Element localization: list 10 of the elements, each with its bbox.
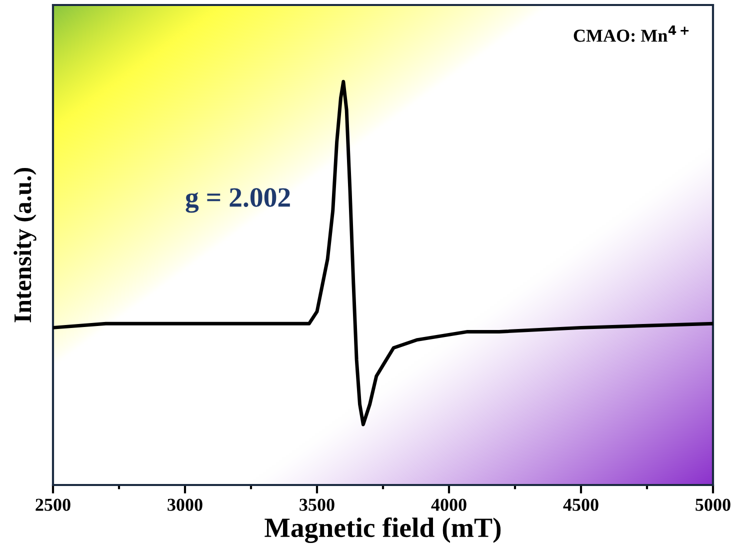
x-tick-label: 3000	[168, 498, 202, 511]
x-tick-label: 4000	[431, 498, 466, 511]
y-axis-title: Intensity (a.u.)	[14, 168, 36, 322]
x-tick-label: 3500	[300, 498, 334, 511]
x-tick-label: 4500	[563, 498, 598, 511]
x-tick-label: 5000	[696, 498, 730, 511]
x-tick-label: 2500	[36, 498, 70, 511]
annotation: g = 2.002	[186, 188, 290, 213]
text: CMAO: Mn$^{4+}$	[574, 26, 689, 42]
x-axis-title: Magnetic field (mT)	[264, 517, 501, 544]
